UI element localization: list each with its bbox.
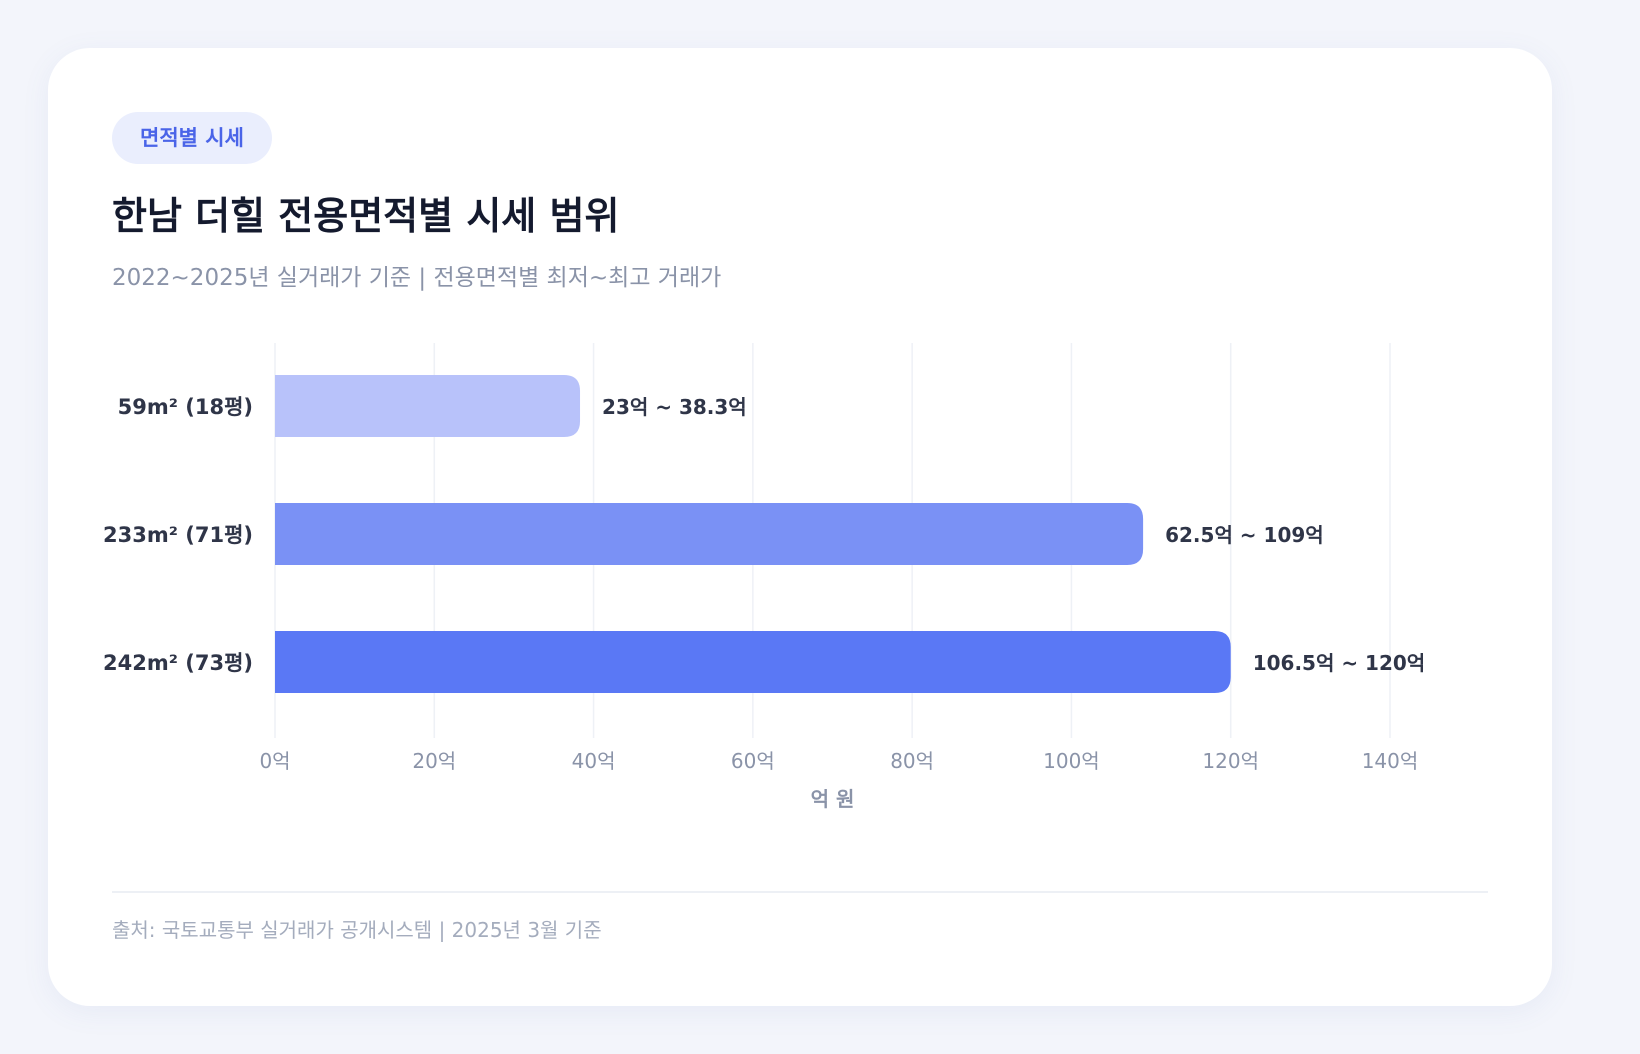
source-note: 출처: 국토교통부 실거래가 공개시스템 | 2025년 3월 기준 [112, 918, 602, 942]
section-badge: 면적별 시세 [112, 112, 272, 164]
x-tick-label: 60억 [731, 749, 775, 773]
x-tick-label: 20억 [412, 749, 456, 773]
range-value-label: 23억 ~ 38.3억 [602, 395, 747, 419]
chart-subtitle: 2022~2025년 실거래가 기준 | 전용면적별 최저~최고 거래가 [112, 265, 722, 291]
chart-title: 한남 더힐 전용면적별 시세 범위 [112, 194, 620, 238]
x-tick-label: 140억 [1362, 749, 1419, 773]
x-axis-label: 억 원 [811, 787, 855, 811]
range-value-label: 106.5억 ~ 120억 [1253, 651, 1426, 675]
range-value-label: 62.5억 ~ 109억 [1165, 523, 1324, 547]
x-tick-label: 100억 [1043, 749, 1100, 773]
category-label: 59m² (18평) [118, 395, 253, 419]
range-bar [275, 375, 581, 437]
range-bar [275, 503, 1144, 565]
x-tick-label: 40억 [572, 749, 616, 773]
category-label: 242m² (73평) [103, 651, 253, 675]
footer-divider [112, 891, 1488, 893]
category-label: 233m² (71평) [103, 523, 253, 547]
x-tick-label: 80억 [890, 749, 934, 773]
x-tick-label: 0억 [259, 749, 290, 773]
range-bar [275, 631, 1231, 693]
chart-card: 면적별 시세 한남 더힐 전용면적별 시세 범위 2022~2025년 실거래가… [48, 48, 1552, 1006]
x-tick-label: 120억 [1202, 749, 1259, 773]
